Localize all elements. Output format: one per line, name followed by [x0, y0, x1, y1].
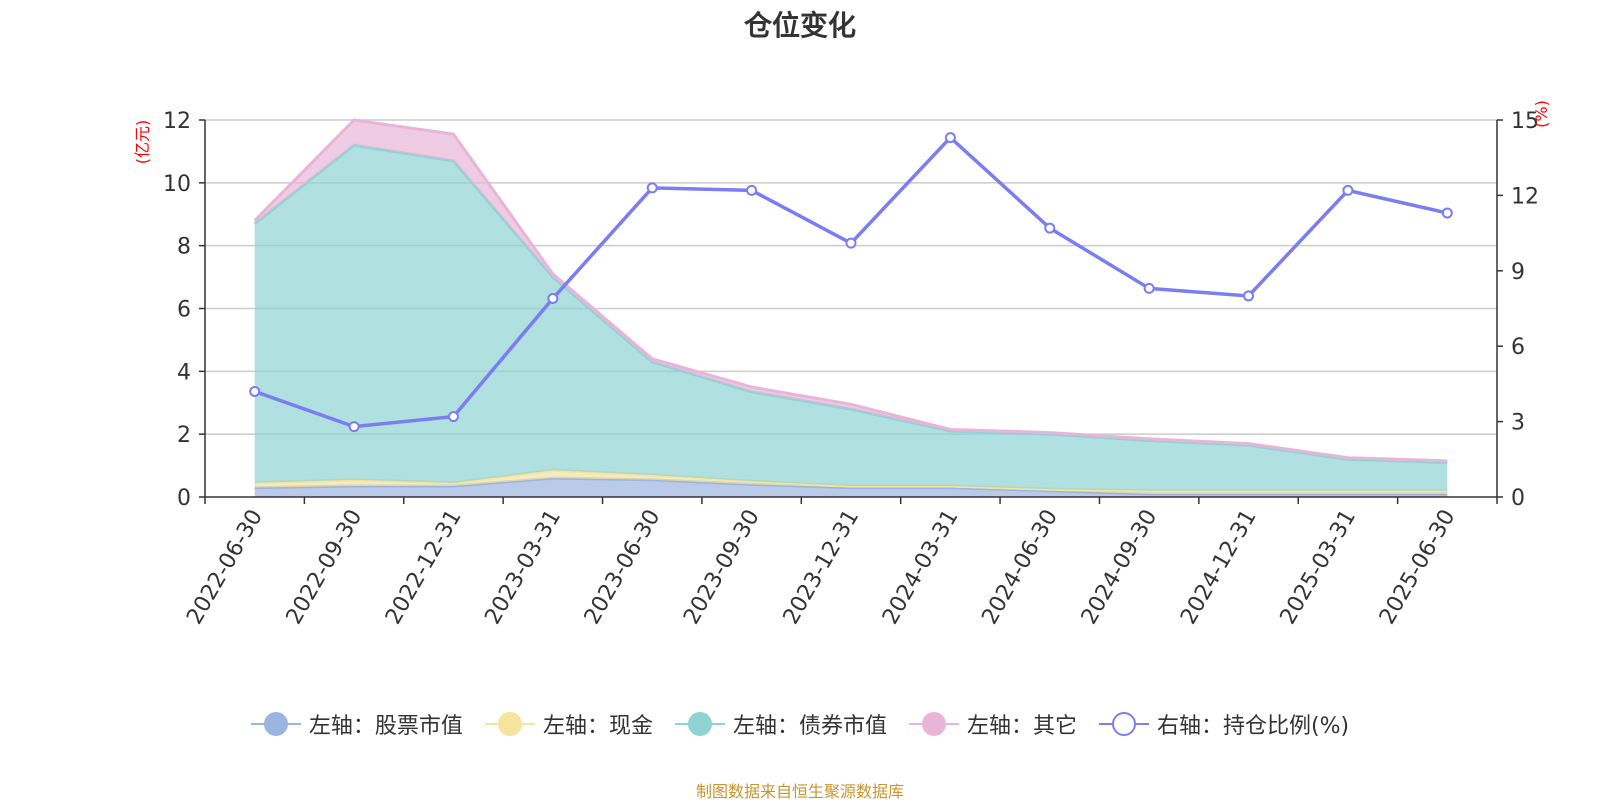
x-tick-label: 2022-12-31	[381, 506, 467, 629]
ratio-point	[1342, 184, 1354, 196]
ratio-point	[447, 411, 459, 423]
area-edge	[253, 118, 1448, 463]
source-note: 制图数据来自恒生聚源数据库	[695, 782, 904, 801]
x-tick-label: 2024-06-30	[977, 506, 1063, 629]
right-axis-label: (%)	[1532, 100, 1551, 128]
legend-label: 左轴：股票市值	[308, 714, 463, 739]
area-8fd3d3	[254, 145, 1448, 491]
left-tick-label: 6	[177, 298, 191, 323]
right-tick-label: 3	[1511, 411, 1525, 436]
legend-swatch	[674, 710, 725, 738]
ratio-point	[646, 182, 658, 194]
legend-swatch-dot	[497, 712, 522, 736]
x-tick-label: 2023-09-30	[679, 506, 765, 629]
ratio-point	[348, 421, 360, 433]
x-tick-label: 2022-06-30	[182, 506, 268, 629]
legend-label: 右轴：持仓比例(%)	[1156, 714, 1350, 739]
ratio-point	[547, 292, 559, 304]
x-tick-label: 2022-09-30	[282, 506, 368, 629]
left-tick-label: 0	[177, 486, 191, 511]
legend-swatch	[908, 710, 959, 738]
x-tick-label: 2024-12-31	[1176, 506, 1262, 629]
legend-label: 左轴：现金	[542, 714, 653, 739]
legend-swatch-dot	[1111, 712, 1136, 736]
ratio-point	[1143, 282, 1155, 294]
left-tick-label: 8	[177, 235, 191, 260]
ratio-point	[249, 385, 261, 397]
right-tick-label: 15	[1511, 109, 1539, 134]
right-tick-label: 12	[1511, 184, 1539, 209]
legend-swatch-dot	[921, 712, 946, 736]
ratio-point	[1441, 207, 1453, 219]
legend-swatch-dot	[263, 712, 288, 736]
right-tick-label: 0	[1511, 486, 1525, 511]
x-tick-label: 2025-06-30	[1375, 506, 1461, 629]
x-tick-label: 2023-12-31	[779, 506, 865, 629]
x-tick-label: 2025-03-31	[1276, 506, 1362, 629]
right-tick-label: 9	[1511, 260, 1525, 285]
legend-item[interactable]: 右轴：持仓比例(%)	[1098, 708, 1350, 740]
legend-item[interactable]: 左轴：股票市值	[250, 708, 463, 740]
legend-swatch	[1098, 710, 1149, 738]
x-tick-label: 2024-09-30	[1077, 506, 1163, 629]
area-f5e39e	[254, 470, 1448, 494]
legend-swatch	[250, 710, 301, 738]
left-tick-label: 2	[177, 423, 191, 448]
left-axis-label: (亿元)	[133, 120, 152, 165]
left-tick-label: 12	[163, 109, 191, 134]
legend-swatch	[484, 710, 535, 738]
legend-label: 左轴：债券市值	[732, 714, 887, 739]
ratio-point	[944, 132, 956, 144]
legend-item[interactable]: 左轴：现金	[484, 708, 653, 740]
x-tick-label: 2023-03-31	[480, 506, 566, 629]
x-tick-label: 2023-06-30	[580, 506, 666, 629]
right-tick-label: 6	[1511, 335, 1525, 360]
legend-item[interactable]: 左轴：其它	[908, 708, 1077, 740]
ratio-point	[1243, 290, 1255, 302]
x-tick-label: 2024-03-31	[878, 506, 964, 629]
legend-item[interactable]: 左轴：债券市值	[674, 708, 887, 740]
legend-swatch-dot	[687, 712, 712, 736]
stacked-areas	[253, 118, 1448, 497]
ratio-point	[746, 184, 758, 196]
chart-title: 仓位变化	[743, 9, 856, 42]
legend-label: 左轴：其它	[966, 714, 1077, 739]
legend: 左轴：股票市值 左轴：现金 左轴：债券市值 左轴：其它 右轴：持仓比例(%)	[0, 708, 1600, 740]
ratio-point	[1044, 222, 1056, 234]
ratio-point	[845, 237, 857, 249]
left-tick-label: 4	[177, 360, 191, 385]
ratio-line-series	[249, 132, 1453, 433]
left-tick-label: 10	[163, 172, 191, 197]
